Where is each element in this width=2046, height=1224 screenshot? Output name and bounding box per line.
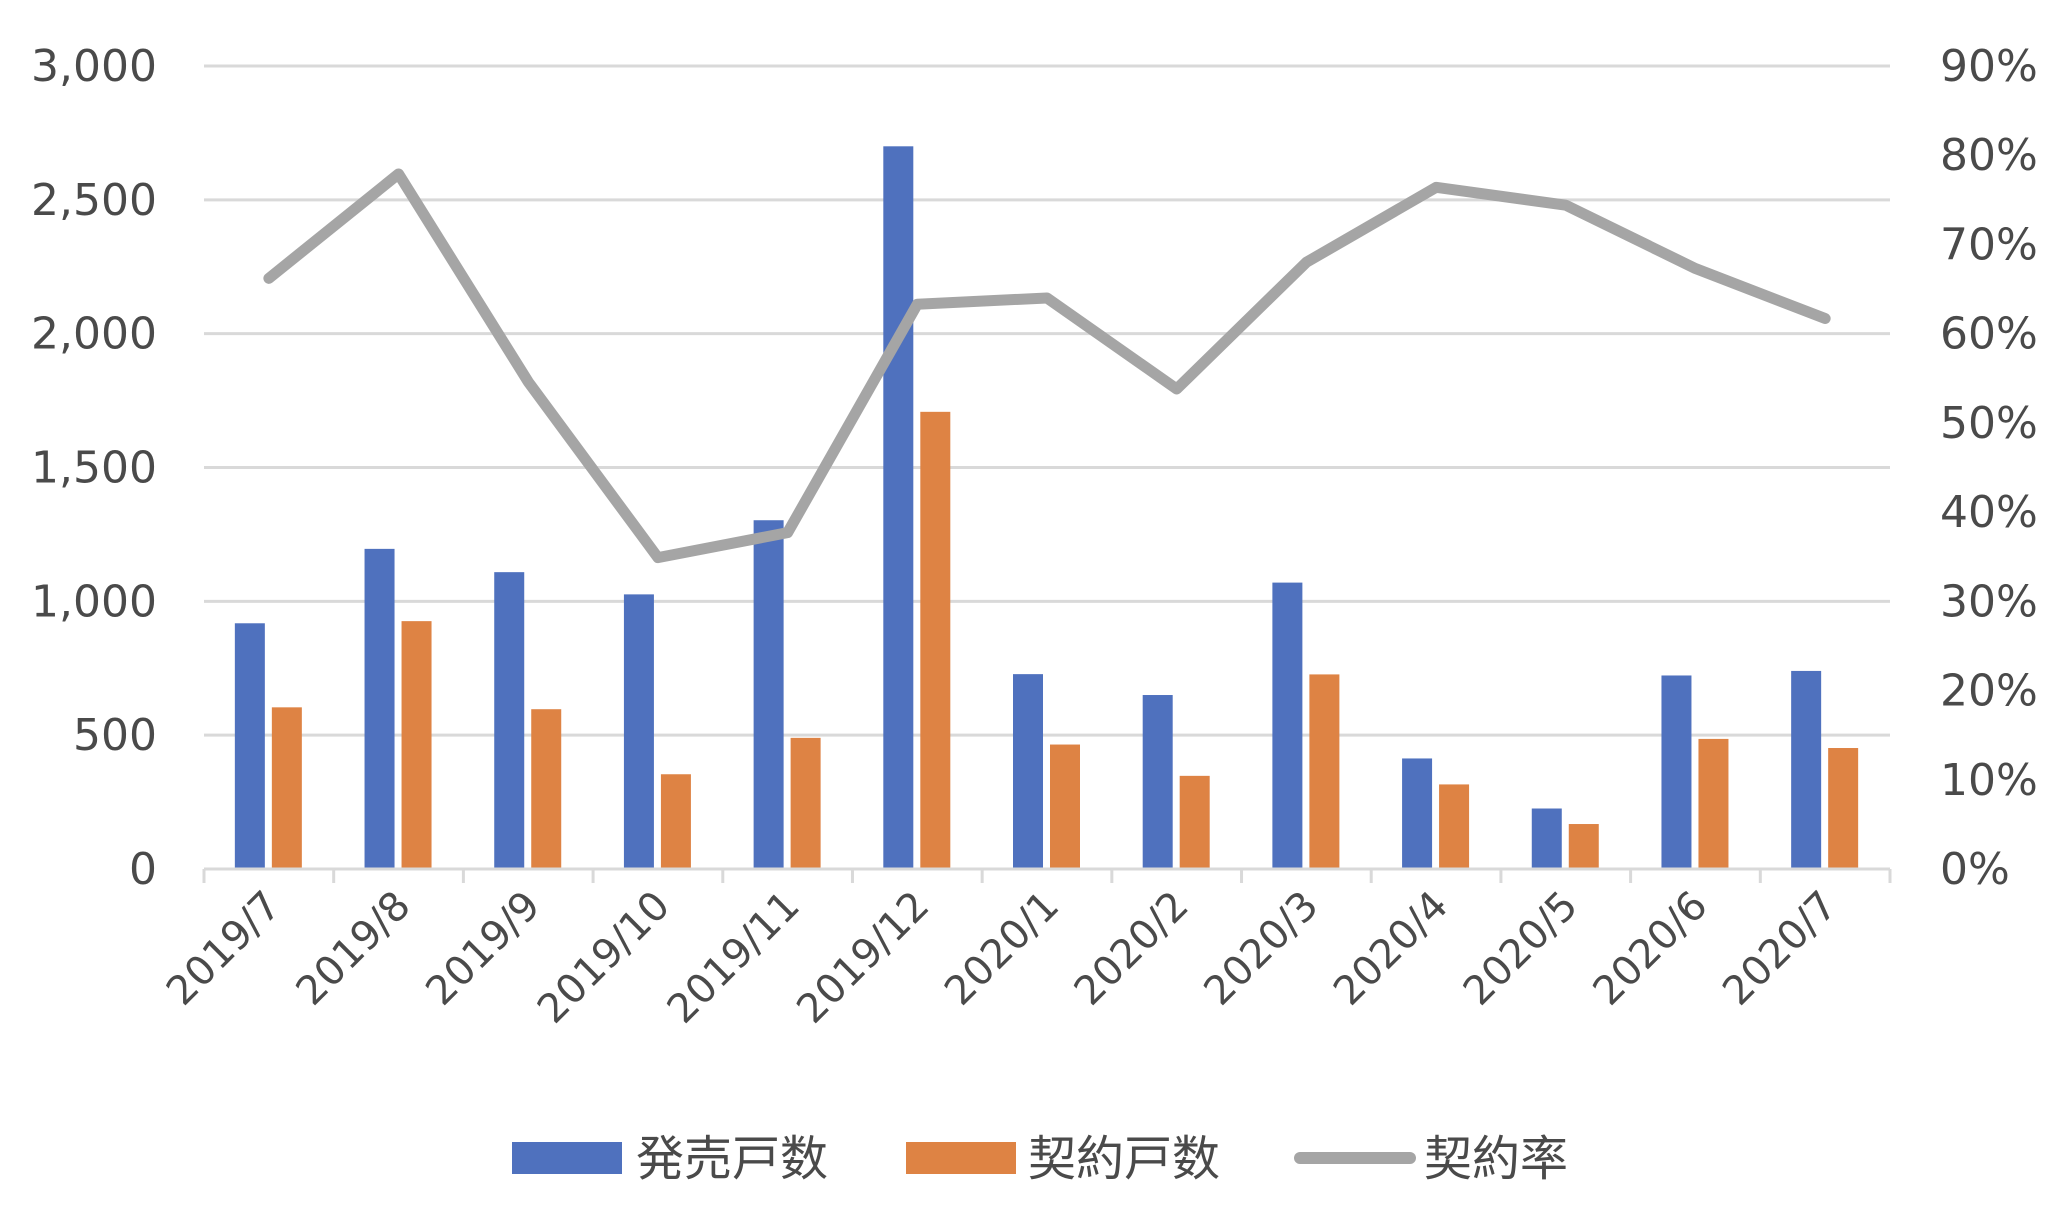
y-right-tick-label: 20%: [1940, 666, 2038, 717]
y-right-tick-label: 70%: [1940, 219, 2038, 270]
y-right-tick-label: 90%: [1940, 41, 2038, 92]
y-axis-right: 0% 10% 20% 30% 40% 50% 60% 70% 80% 90%: [1940, 41, 2038, 895]
bar-hatsubai-2019/8: [364, 548, 395, 869]
x-tick-label: 2020/6: [1584, 883, 1716, 1015]
bar-keiyaku-2019/7: [271, 707, 302, 869]
bar-keiyaku-2020/6: [1698, 738, 1729, 869]
x-tick-label: 2019/10: [529, 883, 679, 1033]
bar-keiyaku-2019/9: [531, 709, 562, 869]
x-tick-label: 2019/9: [417, 883, 549, 1015]
x-tick-label: 2020/1: [936, 883, 1068, 1015]
rate-line: [263, 168, 1831, 564]
y-right-tick-label: 60%: [1940, 309, 2038, 360]
x-tick-label: 2019/8: [288, 883, 420, 1015]
bar-keiyaku-2020/1: [1050, 744, 1080, 869]
y-left-tick-label: 2,500: [31, 175, 157, 226]
bar-hatsubai-2019/10: [623, 594, 654, 869]
bar-keiyaku-2019/8: [401, 621, 432, 869]
gridlines: [204, 64, 1890, 737]
line-point-2020/5: [1564, 204, 1567, 207]
line-point-2020/1: [1046, 296, 1048, 299]
x-tick-label: 2020/5: [1455, 883, 1587, 1015]
y-right-tick-label: 30%: [1940, 576, 2038, 627]
line-point-2020/2: [1175, 387, 1178, 390]
x-tick-label: 2019/12: [788, 883, 938, 1033]
line-point-2020/7: [1824, 317, 1827, 320]
bars: [234, 146, 1859, 870]
legend-swatch-keiyaku: [906, 1142, 1016, 1174]
bar-hatsubai-2020/4: [1402, 758, 1433, 869]
x-tick-labels: 2019/72019/82019/92019/102019/112019/122…: [158, 883, 1846, 1033]
bar-keiyaku-2020/2: [1179, 775, 1210, 869]
y-right-tick-label: 40%: [1940, 487, 2038, 538]
legend-label-keiyakuritsu: 契約率: [1424, 1131, 1568, 1187]
x-tick-label: 2020/2: [1066, 883, 1198, 1015]
line-point-2019/8: [397, 172, 400, 175]
line-point-2019/9: [527, 380, 530, 383]
bar-hatsubai-2020/7: [1791, 670, 1822, 869]
y-right-tick-label: 0%: [1940, 844, 2010, 895]
x-tick-label: 2020/7: [1714, 883, 1846, 1015]
line-point-2019/11: [786, 531, 789, 534]
bar-hatsubai-2020/1: [1013, 674, 1043, 869]
bar-hatsubai-2020/5: [1531, 808, 1562, 869]
x-tick-label: 2019/7: [158, 883, 290, 1015]
y-right-tick-label: 10%: [1940, 755, 2038, 806]
bar-hatsubai-2020/6: [1661, 675, 1692, 869]
x-tick-label: 2020/4: [1325, 883, 1457, 1015]
bar-keiyaku-2020/4: [1439, 784, 1470, 869]
series-line-keiyakuritsu: [263, 168, 1831, 564]
line-point-2020/6: [1694, 267, 1697, 270]
legend-label-hatsubai: 発売戸数: [636, 1131, 828, 1187]
y-left-tick-label: 3,000: [31, 41, 157, 92]
x-axis: [202, 867, 1892, 883]
bar-keiyaku-2019/10: [660, 774, 691, 869]
bar-hatsubai-2019/12: [883, 146, 914, 870]
legend: 発売戸数 契約戸数 契約率: [512, 1131, 1568, 1187]
y-left-tick-label: 500: [73, 710, 157, 761]
y-axis-left: 0 500 1,000 1,500 2,000 2,500 3,000: [31, 41, 157, 895]
bar-hatsubai-2019/11: [753, 520, 784, 869]
y-right-tick-label: 80%: [1940, 130, 2038, 181]
line-point-2020/4: [1435, 186, 1438, 189]
y-left-tick-label: 1,500: [31, 443, 157, 494]
x-tick-label: 2019/11: [659, 883, 809, 1033]
legend-swatch-hatsubai: [512, 1142, 622, 1174]
line-point-2019/10: [656, 556, 659, 559]
bar-keiyaku-2020/7: [1828, 748, 1859, 869]
bar-keiyaku-2020/3: [1309, 674, 1340, 869]
line-point-2019/12: [916, 303, 919, 306]
bar-keiyaku-2019/12: [920, 411, 951, 869]
bar-keiyaku-2020/5: [1568, 824, 1599, 869]
y-left-tick-label: 2,000: [31, 309, 157, 360]
bar-hatsubai-2020/2: [1142, 695, 1173, 869]
bar-hatsubai-2020/3: [1272, 582, 1303, 869]
line-point-2020/3: [1305, 261, 1308, 264]
y-right-tick-label: 50%: [1940, 398, 2038, 449]
y-left-tick-label: 1,000: [31, 576, 157, 627]
bar-keiyaku-2019/11: [790, 737, 821, 869]
x-tick-label: 2020/3: [1195, 883, 1327, 1015]
bar-hatsubai-2019/9: [494, 572, 525, 869]
legend-label-keiyaku: 契約戸数: [1028, 1131, 1220, 1187]
line-point-2019/7: [267, 277, 270, 280]
y-left-tick-label: 0: [129, 844, 157, 895]
bar-hatsubai-2019/7: [234, 623, 265, 869]
